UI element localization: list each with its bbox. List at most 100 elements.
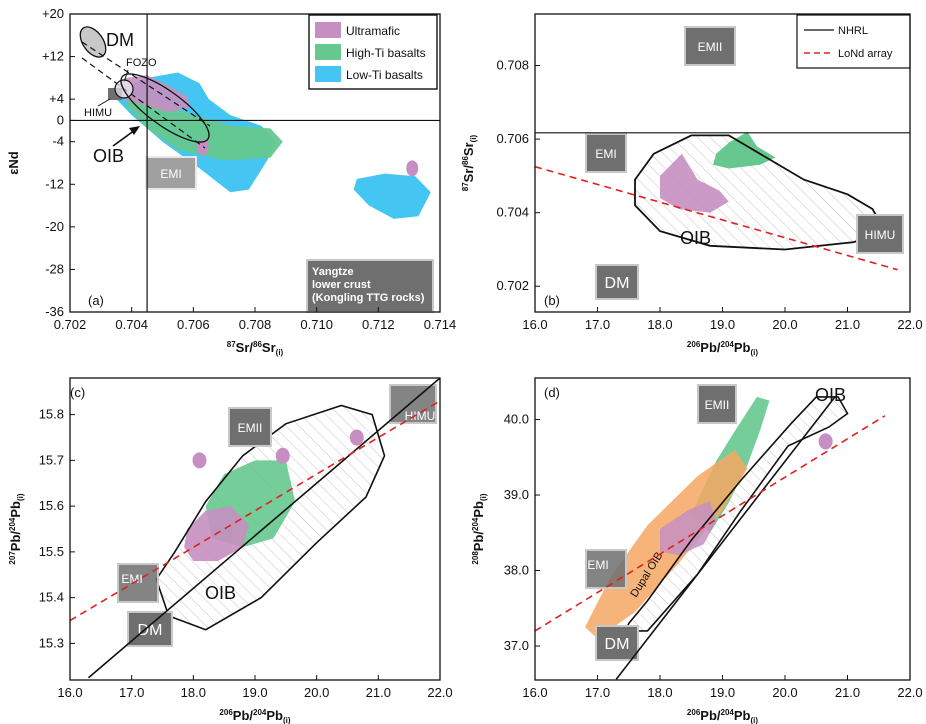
oib-field-hatch [625, 396, 848, 631]
x-tick-label: 20.0 [772, 685, 797, 700]
x-tick-label: 18.0 [647, 685, 672, 700]
panel-c: EMII HIMU EMI DM OIB 16.0 17.0 18.0 19.0 20.… [8, 377, 453, 724]
yangtze-line-1: Yangtze [312, 266, 354, 278]
panel-c-label: (c) [70, 385, 85, 400]
x-tick-label: 0.706 [177, 317, 210, 332]
x-tick-label: 18.0 [181, 685, 206, 700]
panel-a-label: (a) [88, 293, 104, 308]
y-tick-label: -20 [45, 219, 64, 234]
y-tick-label: +4 [49, 91, 64, 106]
oib-label-d: OIB [815, 385, 846, 405]
yangtze-line-3: (Kongling TTG rocks) [312, 292, 425, 304]
low-ti-field-2 [353, 173, 431, 219]
panel-d-label: (d) [544, 385, 560, 400]
x-axis-label: 206Pb/204Pb(i) [687, 708, 758, 724]
panel-c-axes: 16.0 17.0 18.0 19.0 20.0 21.0 22.0 15.3 15.4 15.5… [8, 377, 453, 724]
panel-b-axes: 16.0 17.0 18.0 19.0 20.0 21.0 22.0 0.702 0.704 0.… [461, 13, 923, 357]
oib-field-outline [634, 134, 887, 251]
y-tick-label: 39.0 [504, 487, 529, 502]
oib-label-b: OIB [680, 228, 711, 248]
x-tick-label: 0.704 [115, 317, 148, 332]
emi-label-c: EMI [121, 572, 142, 586]
ultramafic-point [196, 139, 209, 156]
x-tick-label: 17.0 [585, 685, 610, 700]
y-tick-label: -12 [45, 176, 64, 191]
y-tick-label: 0.706 [496, 131, 529, 146]
oib-label-c: OIB [205, 583, 236, 603]
emii-label-d: EMII [705, 398, 730, 412]
legend-swatch-ultramafic [315, 22, 341, 38]
ultramafic-point [406, 160, 419, 177]
legend-label-nhrl: NHRL [838, 25, 868, 37]
lond-array-line [534, 165, 898, 271]
dm-box-d [595, 625, 639, 661]
x-tick-label: 0.708 [239, 317, 272, 332]
dm-label-b: DM [605, 275, 630, 292]
x-tick-label: 0.710 [300, 317, 333, 332]
emi-label-a: EMI [160, 167, 181, 181]
dm-box-c [127, 611, 173, 647]
emii-label-b: EMII [698, 40, 723, 54]
oib-field-hatch [635, 135, 885, 250]
dm-label-c: DM [138, 622, 163, 639]
emi-label-b: EMI [595, 147, 616, 161]
dm-box-b [595, 264, 639, 300]
himu-label-a: HIMU [84, 107, 112, 119]
legend-a: Ultramafic High-Ti basalts Low-Ti basalt… [308, 14, 438, 90]
legend-label-high-ti: High-Ti basalts [346, 46, 426, 60]
y-tick-label: 0.708 [496, 58, 529, 73]
x-tick-label: 19.0 [242, 685, 267, 700]
oib-label-a: OIB [93, 146, 124, 166]
legend-box-b [796, 14, 911, 69]
y-tick-label: -4 [52, 134, 64, 149]
panel-c-fields [155, 404, 386, 631]
emii-box-c [228, 407, 272, 447]
yangtze-line-2: lower crust [312, 279, 371, 291]
y-axis-label: 207Pb/204Pb(i) [8, 493, 25, 564]
panel-d-fields [585, 396, 849, 639]
y-tick-label: -36 [45, 304, 64, 319]
oib-field-outline [624, 396, 849, 632]
himu-box-b [856, 214, 904, 254]
x-tick-label: 17.0 [585, 317, 610, 332]
nhrl-line [87, 377, 441, 679]
x-tick-label: 19.0 [710, 317, 735, 332]
panel-b-label: (b) [544, 293, 560, 308]
x-tick-label: 19.0 [710, 685, 735, 700]
x-tick-label: 21.0 [366, 685, 391, 700]
y-tick-label: 0.704 [496, 205, 529, 220]
ultramafic-point [818, 433, 833, 450]
y-tick-label: 37.0 [504, 638, 529, 653]
oib-arrow-a [112, 129, 136, 147]
panel-b-fields [634, 131, 887, 251]
x-axis-label: 87Sr/86Sr(i) [227, 340, 284, 357]
x-tick-label: 21.0 [835, 685, 860, 700]
x-tick-label: 16.0 [522, 685, 547, 700]
legend-swatch-high-ti [315, 44, 341, 60]
y-tick-label: 40.0 [504, 412, 529, 427]
panel-b: EMII EMI HIMU DM OIB NHRL LoNd array 16.… [461, 13, 923, 357]
legend-swatch-low-ti [315, 66, 341, 82]
emi-box-c [117, 563, 159, 603]
y-tick-label: 15.8 [39, 407, 64, 422]
x-tick-label: 22.0 [427, 685, 452, 700]
y-axis-label: εNd [6, 151, 21, 175]
x-tick-label: 0.714 [424, 317, 457, 332]
mantle-array-line-2 [81, 57, 206, 149]
dm-label-d: DM [605, 636, 630, 653]
x-tick-label: 20.0 [304, 685, 329, 700]
oib-arrowhead-a [129, 126, 140, 135]
panel-a: DM HIMU FOZO OIB EMI Yangtze lower crust… [6, 6, 456, 357]
x-tick-label: 0.712 [362, 317, 395, 332]
y-tick-label: 15.4 [39, 590, 64, 605]
emii-box-b [684, 26, 736, 66]
y-tick-label: 15.6 [39, 498, 64, 513]
legend-b: NHRL LoNd array [796, 14, 911, 69]
y-tick-label: 0 [57, 112, 64, 127]
ultramafic-field [660, 501, 717, 556]
y-tick-label: 15.3 [39, 635, 64, 650]
panel-d-axes: 16.0 17.0 18.0 19.0 20.0 21.0 22.0 37.0 38.0 39.0… [471, 377, 923, 724]
emii-label-c: EMII [238, 421, 263, 435]
x-tick-label: 0.702 [54, 317, 87, 332]
